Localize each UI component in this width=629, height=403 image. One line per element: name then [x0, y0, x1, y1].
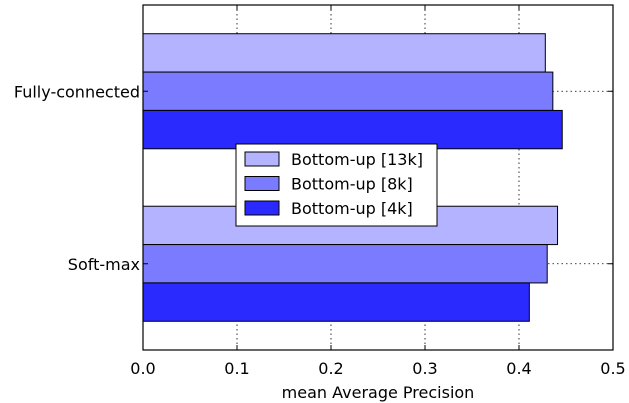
bar	[142, 33, 546, 73]
bars	[142, 33, 563, 322]
x-tick-label: 0.0	[130, 359, 155, 378]
x-tick-label: 0.4	[506, 359, 531, 378]
legend-swatch	[244, 200, 280, 216]
x-tick-label: 0.3	[412, 359, 437, 378]
legend-swatch	[244, 151, 280, 167]
legend-label: Bottom-up [13k]	[291, 150, 423, 169]
legend-label: Bottom-up [4k]	[291, 199, 413, 218]
y-tick-label: Soft-max	[68, 255, 140, 274]
legend-label: Bottom-up [8k]	[291, 175, 413, 194]
plot-frame	[142, 4, 614, 351]
x-axis-label: mean Average Precision	[282, 383, 475, 402]
bar	[142, 71, 554, 111]
legend-swatch	[244, 176, 280, 191]
y-tick-label: Fully-connected	[14, 82, 140, 101]
x-tick-label: 0.2	[318, 359, 343, 378]
axis-ticks: 0.0 0.1 0.2 0.3 0.4 0.5 Fully-connected Soft-ma…	[14, 5, 626, 378]
bar	[142, 244, 548, 284]
x-tick-label: 0.1	[224, 359, 249, 378]
bar	[142, 282, 530, 322]
legend: Bottom-up [13k] Bottom-up [8k] Bottom-up […	[235, 143, 438, 227]
bar	[142, 109, 563, 150]
x-tick-label: 0.5	[600, 359, 625, 378]
